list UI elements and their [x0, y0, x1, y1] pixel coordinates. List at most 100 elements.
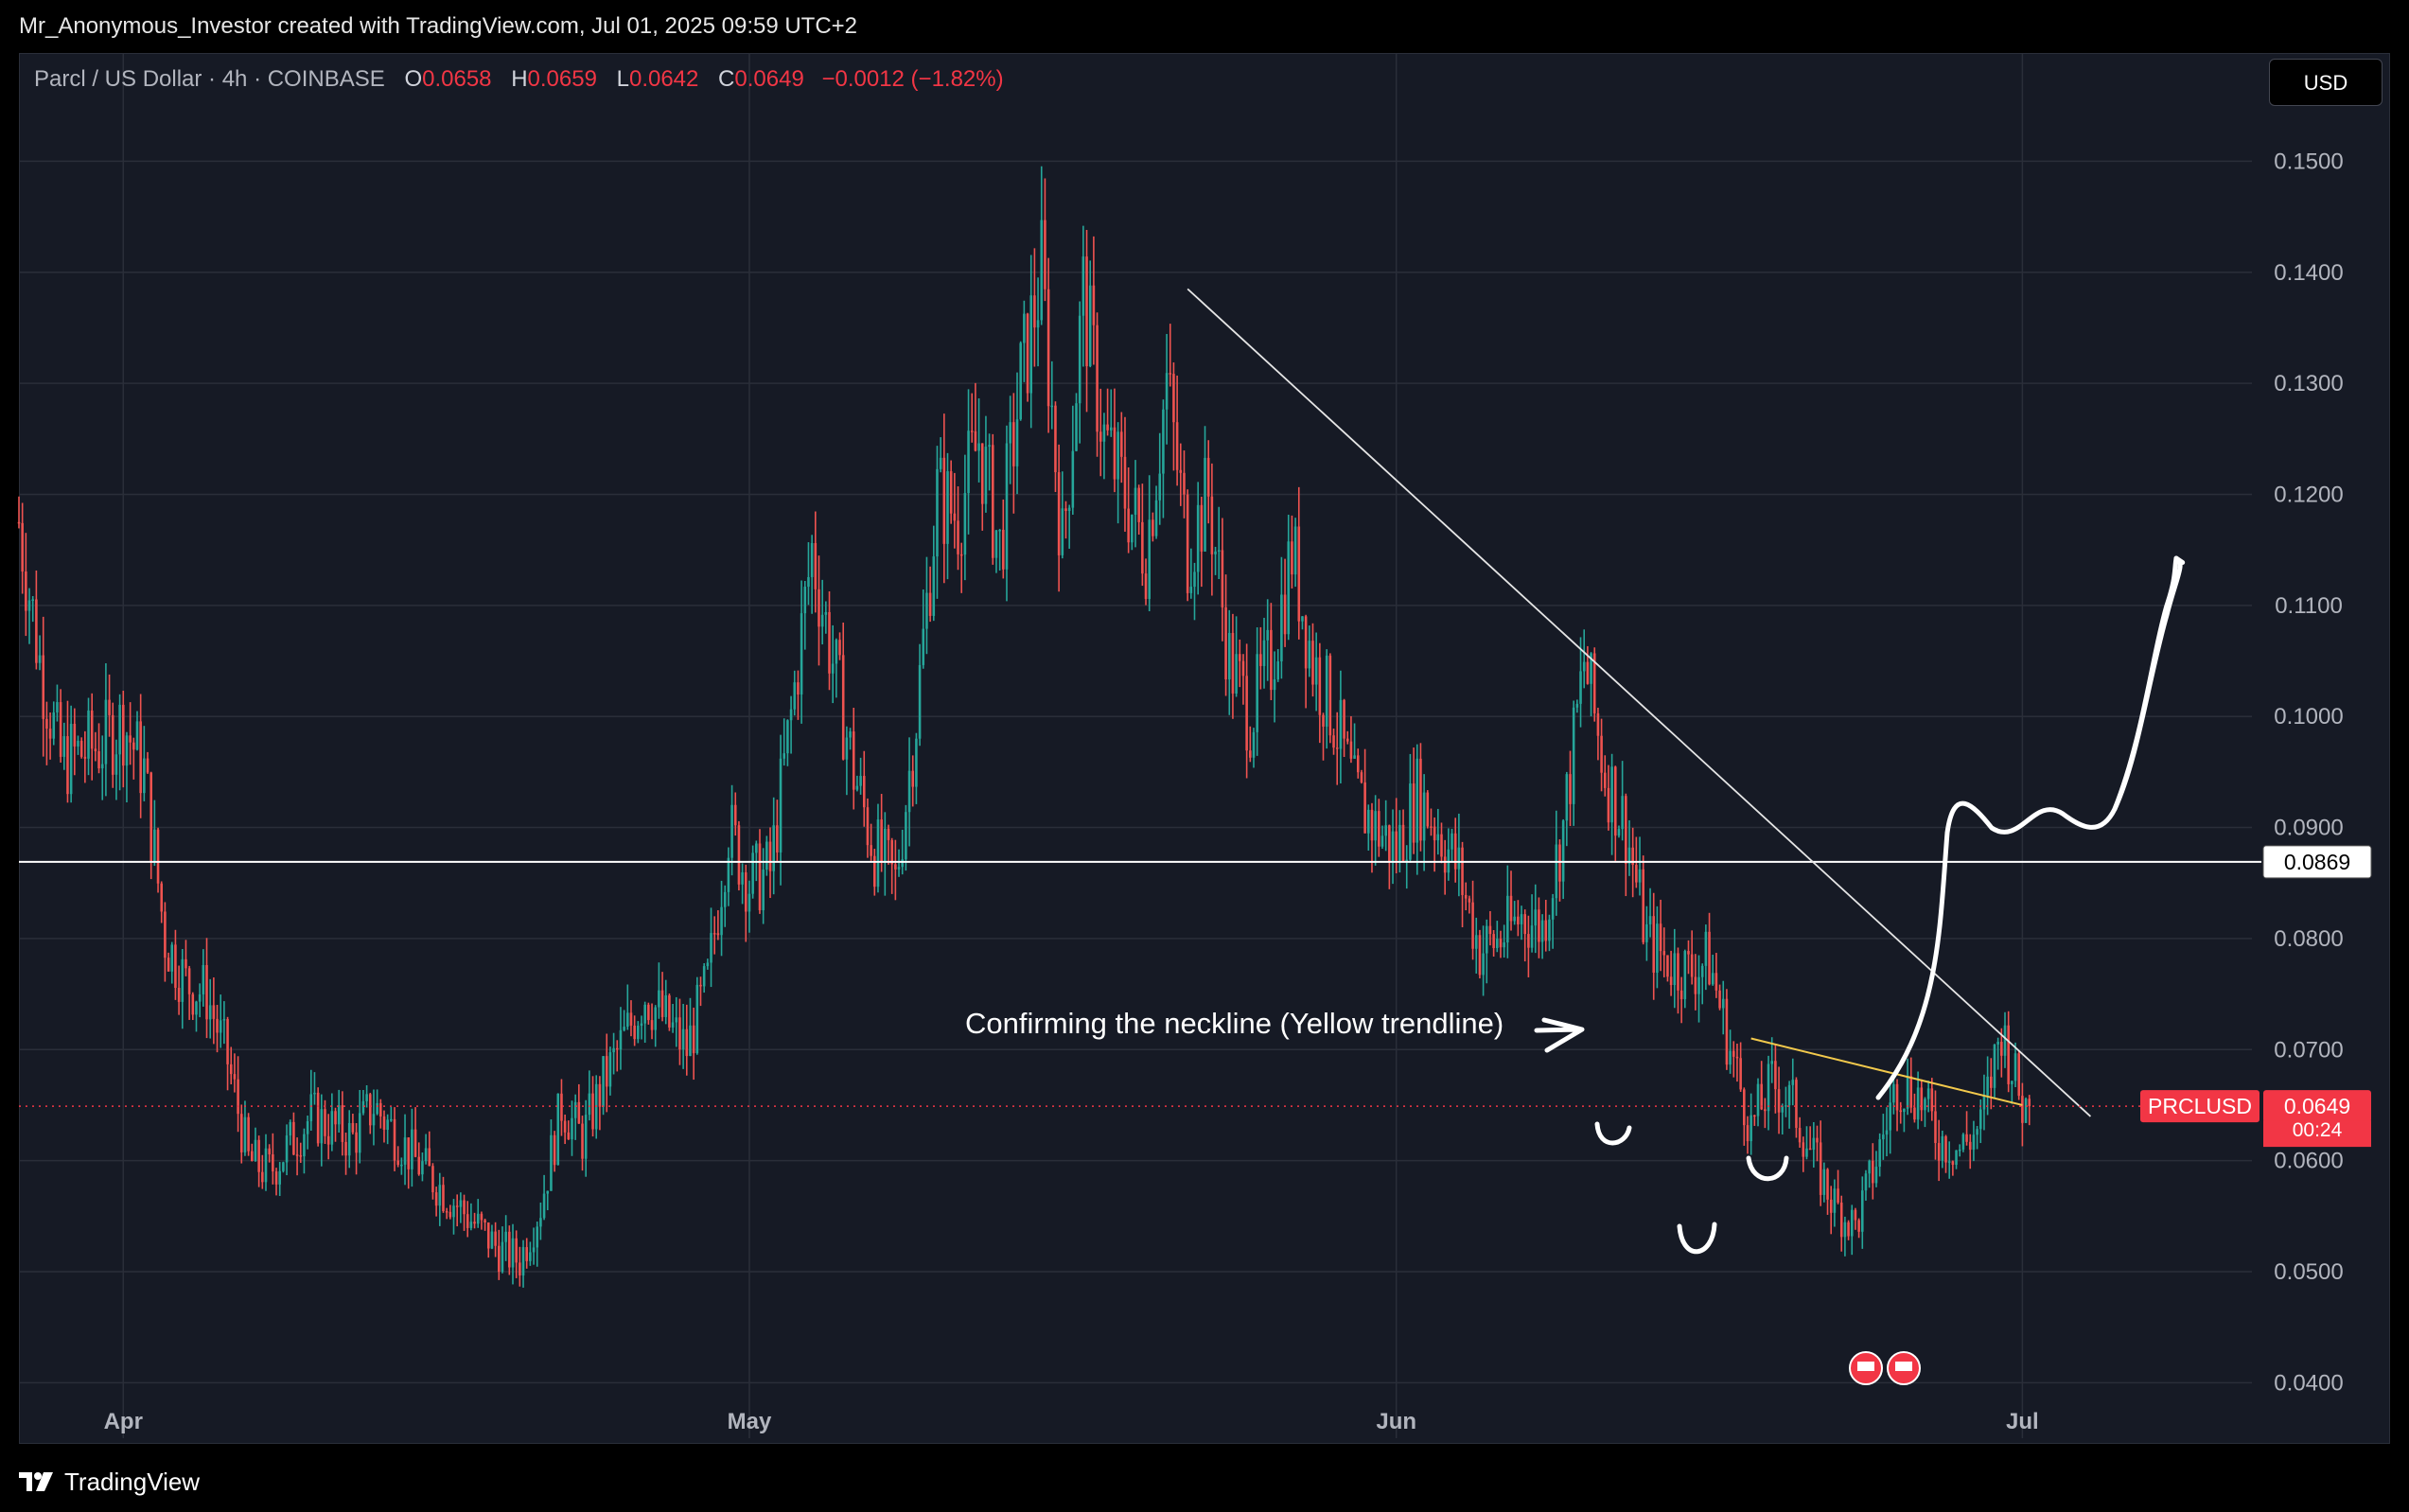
us-flag-icon-stripe: [1895, 1362, 1912, 1371]
candle-body: [1558, 844, 1561, 882]
candle-body: [525, 1247, 528, 1261]
candle-body: [556, 1093, 560, 1166]
candle-body: [2003, 1025, 2007, 1056]
candle-body: [1283, 594, 1287, 635]
candle-body: [1238, 654, 1241, 661]
candle-body: [1652, 916, 1656, 973]
candle-body: [187, 968, 191, 994]
candle-body: [1154, 500, 1158, 536]
candle-body: [1401, 824, 1405, 862]
candle-body: [1231, 632, 1235, 694]
candle-body: [963, 493, 967, 555]
candle-body: [1864, 1173, 1868, 1191]
candle-body: [1249, 750, 1252, 758]
candle-body: [810, 542, 814, 577]
currency-button[interactable]: USD: [2269, 59, 2383, 106]
candle-body: [1721, 998, 1725, 1009]
candle-body: [765, 841, 768, 870]
candle-body: [1040, 220, 1044, 321]
price-tick-label: 0.0600: [2274, 1149, 2343, 1174]
candle-body: [563, 1120, 567, 1133]
candle-body: [741, 871, 744, 885]
right-shoulder-mark: [1746, 1155, 1789, 1182]
candle-body: [1561, 820, 1565, 882]
candle-body: [2024, 1099, 2028, 1123]
candle-body: [755, 843, 758, 853]
candle-body: [1131, 515, 1134, 543]
candle-body: [887, 828, 890, 840]
candle-body: [1847, 1222, 1850, 1237]
candle-body: [1033, 295, 1036, 328]
candle-body: [1513, 916, 1516, 922]
candle-body: [411, 1129, 413, 1169]
candle-body: [1179, 469, 1183, 473]
candle-body: [1276, 660, 1280, 680]
candle-body: [243, 1116, 247, 1152]
candle-body: [1273, 679, 1276, 691]
candle-body: [1750, 1115, 1752, 1142]
candle-body: [1697, 976, 1700, 994]
candle-body: [1990, 1076, 1993, 1088]
candle-body: [515, 1238, 518, 1263]
candle-body: [195, 1001, 198, 1015]
candle-body: [278, 1170, 281, 1185]
candle-body: [164, 911, 167, 958]
price-tick-label: 0.0400: [2274, 1370, 2343, 1396]
candle-body: [1113, 427, 1117, 480]
candle-body: [202, 964, 205, 994]
horizontal-line-price-tag: 0.0869: [2284, 850, 2350, 874]
candle-body: [2013, 1053, 2017, 1081]
candle-body: [1603, 772, 1607, 788]
candle-body: [727, 857, 730, 892]
candle-body: [1217, 550, 1221, 552]
candle-body: [1496, 939, 1499, 948]
candle-body: [237, 1079, 239, 1115]
candle-body: [303, 1134, 306, 1157]
candle-body: [393, 1118, 396, 1161]
candle-body: [1920, 1087, 1924, 1111]
candle-body: [1735, 1056, 1739, 1059]
candle-body: [1311, 641, 1314, 685]
candle-body: [282, 1162, 285, 1171]
candle-body: [1694, 976, 1697, 994]
candle-body: [668, 995, 671, 1028]
candle-body: [379, 1102, 382, 1116]
time-tick-label: May: [728, 1409, 772, 1434]
candle-body: [1569, 774, 1572, 804]
candle-body: [793, 682, 797, 710]
candle-body: [1729, 1050, 1732, 1065]
candle-body: [490, 1231, 494, 1249]
symbol-name[interactable]: Parcl / US Dollar · 4h · COINBASE: [34, 66, 385, 92]
neckline-trendline: [1750, 1037, 2023, 1106]
candle-body: [1451, 833, 1453, 850]
candle-body: [737, 825, 741, 885]
symbol-tag: PRCLUSD: [2148, 1094, 2252, 1118]
candle-body: [1002, 529, 1005, 570]
candle-body: [459, 1200, 463, 1207]
candle-body: [1193, 571, 1196, 588]
candle-body: [62, 736, 66, 757]
candle-body: [97, 750, 100, 769]
chart-panel[interactable]: [19, 53, 2390, 1444]
candle-body: [358, 1113, 361, 1153]
candle-body: [581, 1123, 584, 1159]
candle-body: [1123, 456, 1127, 509]
chart-drawings: [19, 288, 2261, 1385]
candle-body: [1756, 1083, 1760, 1116]
candle-body: [1930, 1088, 1934, 1112]
candle-body: [272, 1154, 274, 1172]
candle-body: [1328, 655, 1332, 736]
candle-body: [880, 819, 883, 863]
candle-body: [1503, 942, 1505, 948]
candle-body: [1144, 573, 1148, 600]
open-label: O: [404, 66, 423, 92]
candle-body: [751, 853, 754, 894]
candle-body: [675, 1017, 678, 1023]
candle-body: [1259, 654, 1262, 666]
candle-body: [905, 812, 907, 860]
candle-body: [135, 721, 139, 750]
candle-body: [660, 990, 664, 1017]
candle-body: [1677, 953, 1679, 991]
tradingview-footer[interactable]: TradingView: [19, 1465, 200, 1499]
